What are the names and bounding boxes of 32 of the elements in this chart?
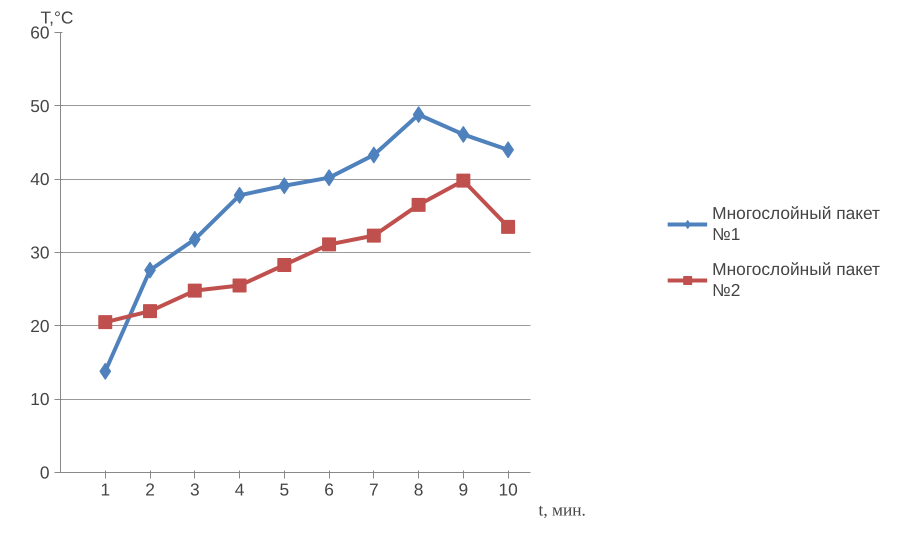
- x-axis-title: t, мин.: [538, 500, 586, 520]
- x-tick-label: 6: [324, 480, 334, 500]
- point: [501, 220, 516, 234]
- point: [277, 258, 292, 272]
- point: [188, 284, 202, 298]
- point: [99, 362, 112, 380]
- y-tick-label: 0: [40, 462, 50, 482]
- x-tick-label: 10: [498, 480, 518, 500]
- legend-label: Многослойный пакет №2: [712, 259, 880, 301]
- point: [366, 228, 381, 243]
- legend-label: Многослойный пакет №1: [712, 203, 880, 245]
- y-tick-label: 50: [30, 96, 50, 116]
- x-tick-label: 9: [458, 480, 468, 500]
- y-tick-label: 10: [30, 389, 50, 410]
- x-tick-label: 4: [234, 480, 245, 500]
- point: [278, 177, 290, 194]
- point: [188, 230, 201, 248]
- point: [456, 174, 470, 188]
- x-tick-label: 7: [369, 480, 379, 500]
- x-tick-label: 1: [100, 480, 110, 500]
- point: [412, 198, 426, 212]
- y-tick-label: 20: [30, 316, 50, 336]
- point: [232, 278, 247, 292]
- x-tick-label: 2: [145, 480, 155, 500]
- point: [143, 304, 158, 318]
- point: [322, 237, 336, 252]
- point: [98, 315, 112, 330]
- y-tick-label: 30: [30, 242, 50, 262]
- x-tick-label: 5: [279, 480, 290, 500]
- y-tick-label: 40: [30, 169, 50, 190]
- x-tick-label: 3: [190, 480, 200, 500]
- x-tick-label: 8: [414, 480, 424, 500]
